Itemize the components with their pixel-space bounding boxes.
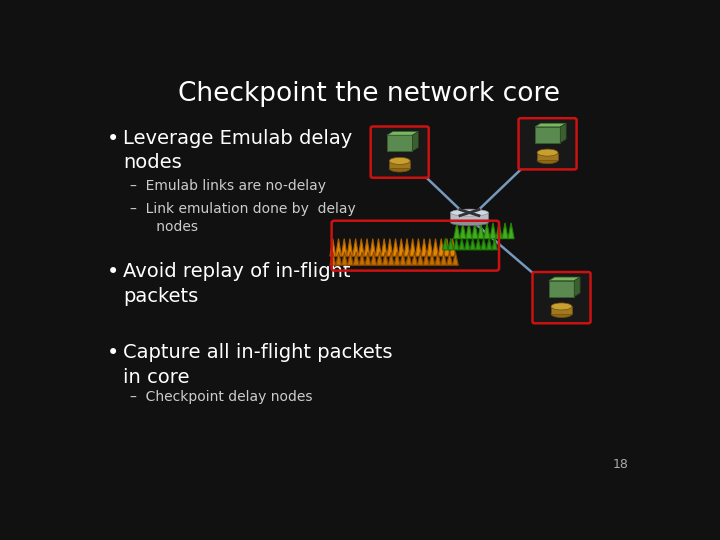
Polygon shape bbox=[475, 238, 481, 250]
Ellipse shape bbox=[451, 209, 488, 216]
Polygon shape bbox=[451, 213, 488, 221]
Polygon shape bbox=[348, 252, 354, 265]
Polygon shape bbox=[413, 132, 418, 151]
Polygon shape bbox=[441, 252, 446, 265]
Text: •: • bbox=[107, 129, 119, 149]
Polygon shape bbox=[423, 252, 429, 265]
Polygon shape bbox=[415, 239, 421, 256]
Polygon shape bbox=[412, 252, 418, 265]
Polygon shape bbox=[487, 238, 492, 250]
Polygon shape bbox=[492, 238, 498, 250]
Polygon shape bbox=[466, 223, 472, 239]
Ellipse shape bbox=[390, 165, 410, 172]
Polygon shape bbox=[387, 132, 418, 135]
Ellipse shape bbox=[451, 220, 488, 226]
Polygon shape bbox=[472, 223, 478, 239]
Polygon shape bbox=[454, 223, 460, 239]
Polygon shape bbox=[359, 239, 364, 256]
Polygon shape bbox=[551, 306, 572, 314]
Polygon shape bbox=[508, 223, 514, 239]
Polygon shape bbox=[450, 239, 456, 256]
Polygon shape bbox=[404, 239, 410, 256]
Polygon shape bbox=[459, 238, 464, 250]
Polygon shape bbox=[496, 223, 502, 239]
Polygon shape bbox=[452, 252, 459, 265]
Polygon shape bbox=[336, 239, 341, 256]
Polygon shape bbox=[537, 153, 558, 160]
Polygon shape bbox=[444, 239, 450, 256]
Polygon shape bbox=[410, 239, 415, 256]
Polygon shape bbox=[370, 239, 376, 256]
Text: –  Emulab links are no-delay: – Emulab links are no-delay bbox=[130, 179, 326, 193]
Polygon shape bbox=[418, 252, 423, 265]
Ellipse shape bbox=[551, 303, 572, 310]
Polygon shape bbox=[353, 239, 359, 256]
Polygon shape bbox=[484, 223, 490, 239]
Polygon shape bbox=[382, 239, 387, 256]
Text: –  Checkpoint delay nodes: – Checkpoint delay nodes bbox=[130, 390, 312, 404]
Polygon shape bbox=[446, 252, 452, 265]
Polygon shape bbox=[470, 238, 475, 250]
Ellipse shape bbox=[537, 149, 558, 156]
Text: Checkpoint the network core: Checkpoint the network core bbox=[178, 82, 560, 107]
Polygon shape bbox=[330, 239, 336, 256]
Text: 18: 18 bbox=[613, 458, 629, 471]
Polygon shape bbox=[377, 252, 382, 265]
Polygon shape bbox=[481, 238, 487, 250]
FancyBboxPatch shape bbox=[371, 126, 428, 178]
Polygon shape bbox=[549, 277, 580, 281]
Polygon shape bbox=[438, 239, 444, 256]
Polygon shape bbox=[341, 239, 347, 256]
Text: •: • bbox=[107, 343, 119, 363]
Polygon shape bbox=[365, 252, 371, 265]
FancyBboxPatch shape bbox=[518, 118, 577, 170]
Polygon shape bbox=[448, 238, 454, 250]
Text: •: • bbox=[107, 262, 119, 282]
Polygon shape bbox=[371, 252, 377, 265]
Polygon shape bbox=[341, 252, 348, 265]
Ellipse shape bbox=[390, 157, 410, 164]
Polygon shape bbox=[387, 239, 392, 256]
Text: Leverage Emulab delay
nodes: Leverage Emulab delay nodes bbox=[124, 129, 353, 172]
Polygon shape bbox=[549, 281, 575, 296]
Polygon shape bbox=[535, 123, 566, 127]
Polygon shape bbox=[398, 239, 404, 256]
Polygon shape bbox=[502, 223, 508, 239]
FancyBboxPatch shape bbox=[533, 272, 590, 323]
Polygon shape bbox=[433, 239, 438, 256]
Ellipse shape bbox=[537, 157, 558, 164]
Polygon shape bbox=[330, 252, 336, 265]
Polygon shape bbox=[406, 252, 412, 265]
Polygon shape bbox=[464, 238, 470, 250]
Polygon shape bbox=[364, 239, 370, 256]
Polygon shape bbox=[490, 223, 496, 239]
Polygon shape bbox=[575, 277, 580, 296]
Polygon shape bbox=[382, 252, 388, 265]
Polygon shape bbox=[400, 252, 406, 265]
Polygon shape bbox=[359, 252, 365, 265]
Polygon shape bbox=[560, 123, 566, 143]
Polygon shape bbox=[336, 252, 341, 265]
Polygon shape bbox=[435, 252, 441, 265]
Polygon shape bbox=[460, 223, 466, 239]
Text: Avoid replay of in-flight
packets: Avoid replay of in-flight packets bbox=[124, 262, 351, 306]
Polygon shape bbox=[535, 127, 560, 143]
Ellipse shape bbox=[551, 310, 572, 318]
Polygon shape bbox=[443, 238, 448, 250]
Polygon shape bbox=[387, 135, 413, 151]
Polygon shape bbox=[427, 239, 433, 256]
Polygon shape bbox=[347, 239, 353, 256]
Polygon shape bbox=[429, 252, 435, 265]
Polygon shape bbox=[376, 239, 382, 256]
Polygon shape bbox=[454, 238, 459, 250]
Polygon shape bbox=[390, 161, 410, 168]
Polygon shape bbox=[392, 239, 398, 256]
Text: –  Link emulation done by  delay
      nodes: – Link emulation done by delay nodes bbox=[130, 202, 356, 234]
Polygon shape bbox=[421, 239, 427, 256]
Text: Capture all in-flight packets
in core: Capture all in-flight packets in core bbox=[124, 343, 393, 387]
Polygon shape bbox=[394, 252, 400, 265]
Polygon shape bbox=[478, 223, 484, 239]
Polygon shape bbox=[354, 252, 359, 265]
Polygon shape bbox=[388, 252, 394, 265]
